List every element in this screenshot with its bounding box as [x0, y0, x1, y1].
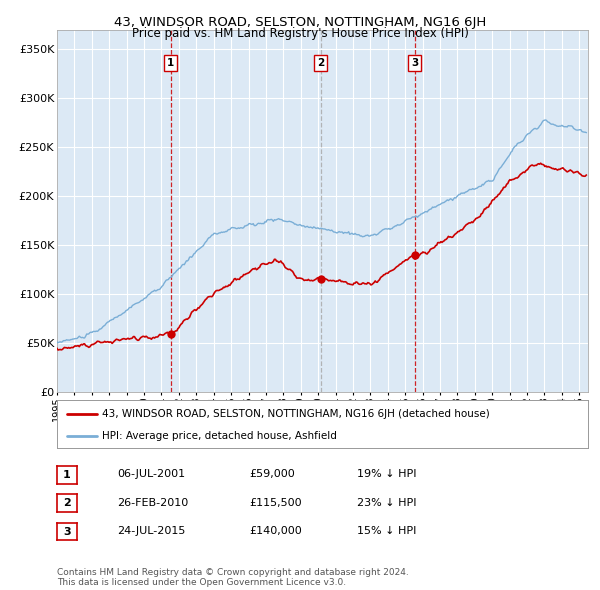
- Text: 43, WINDSOR ROAD, SELSTON, NOTTINGHAM, NG16 6JH (detached house): 43, WINDSOR ROAD, SELSTON, NOTTINGHAM, N…: [102, 408, 490, 418]
- Text: 2: 2: [63, 499, 71, 508]
- Text: 06-JUL-2001: 06-JUL-2001: [117, 470, 185, 479]
- Text: 2: 2: [317, 58, 325, 68]
- Text: 23% ↓ HPI: 23% ↓ HPI: [357, 498, 416, 507]
- Text: 26-FEB-2010: 26-FEB-2010: [117, 498, 188, 507]
- Text: 19% ↓ HPI: 19% ↓ HPI: [357, 470, 416, 479]
- Text: 3: 3: [63, 527, 71, 536]
- Text: 1: 1: [167, 58, 174, 68]
- Text: 43, WINDSOR ROAD, SELSTON, NOTTINGHAM, NG16 6JH: 43, WINDSOR ROAD, SELSTON, NOTTINGHAM, N…: [114, 16, 486, 29]
- Text: 24-JUL-2015: 24-JUL-2015: [117, 526, 185, 536]
- Text: Contains HM Land Registry data © Crown copyright and database right 2024.
This d: Contains HM Land Registry data © Crown c…: [57, 568, 409, 587]
- Text: Price paid vs. HM Land Registry's House Price Index (HPI): Price paid vs. HM Land Registry's House …: [131, 27, 469, 40]
- Text: HPI: Average price, detached house, Ashfield: HPI: Average price, detached house, Ashf…: [102, 431, 337, 441]
- Text: £59,000: £59,000: [249, 470, 295, 479]
- Text: 3: 3: [412, 58, 419, 68]
- Text: £115,500: £115,500: [249, 498, 302, 507]
- Text: 15% ↓ HPI: 15% ↓ HPI: [357, 526, 416, 536]
- Text: £140,000: £140,000: [249, 526, 302, 536]
- Text: 1: 1: [63, 470, 71, 480]
